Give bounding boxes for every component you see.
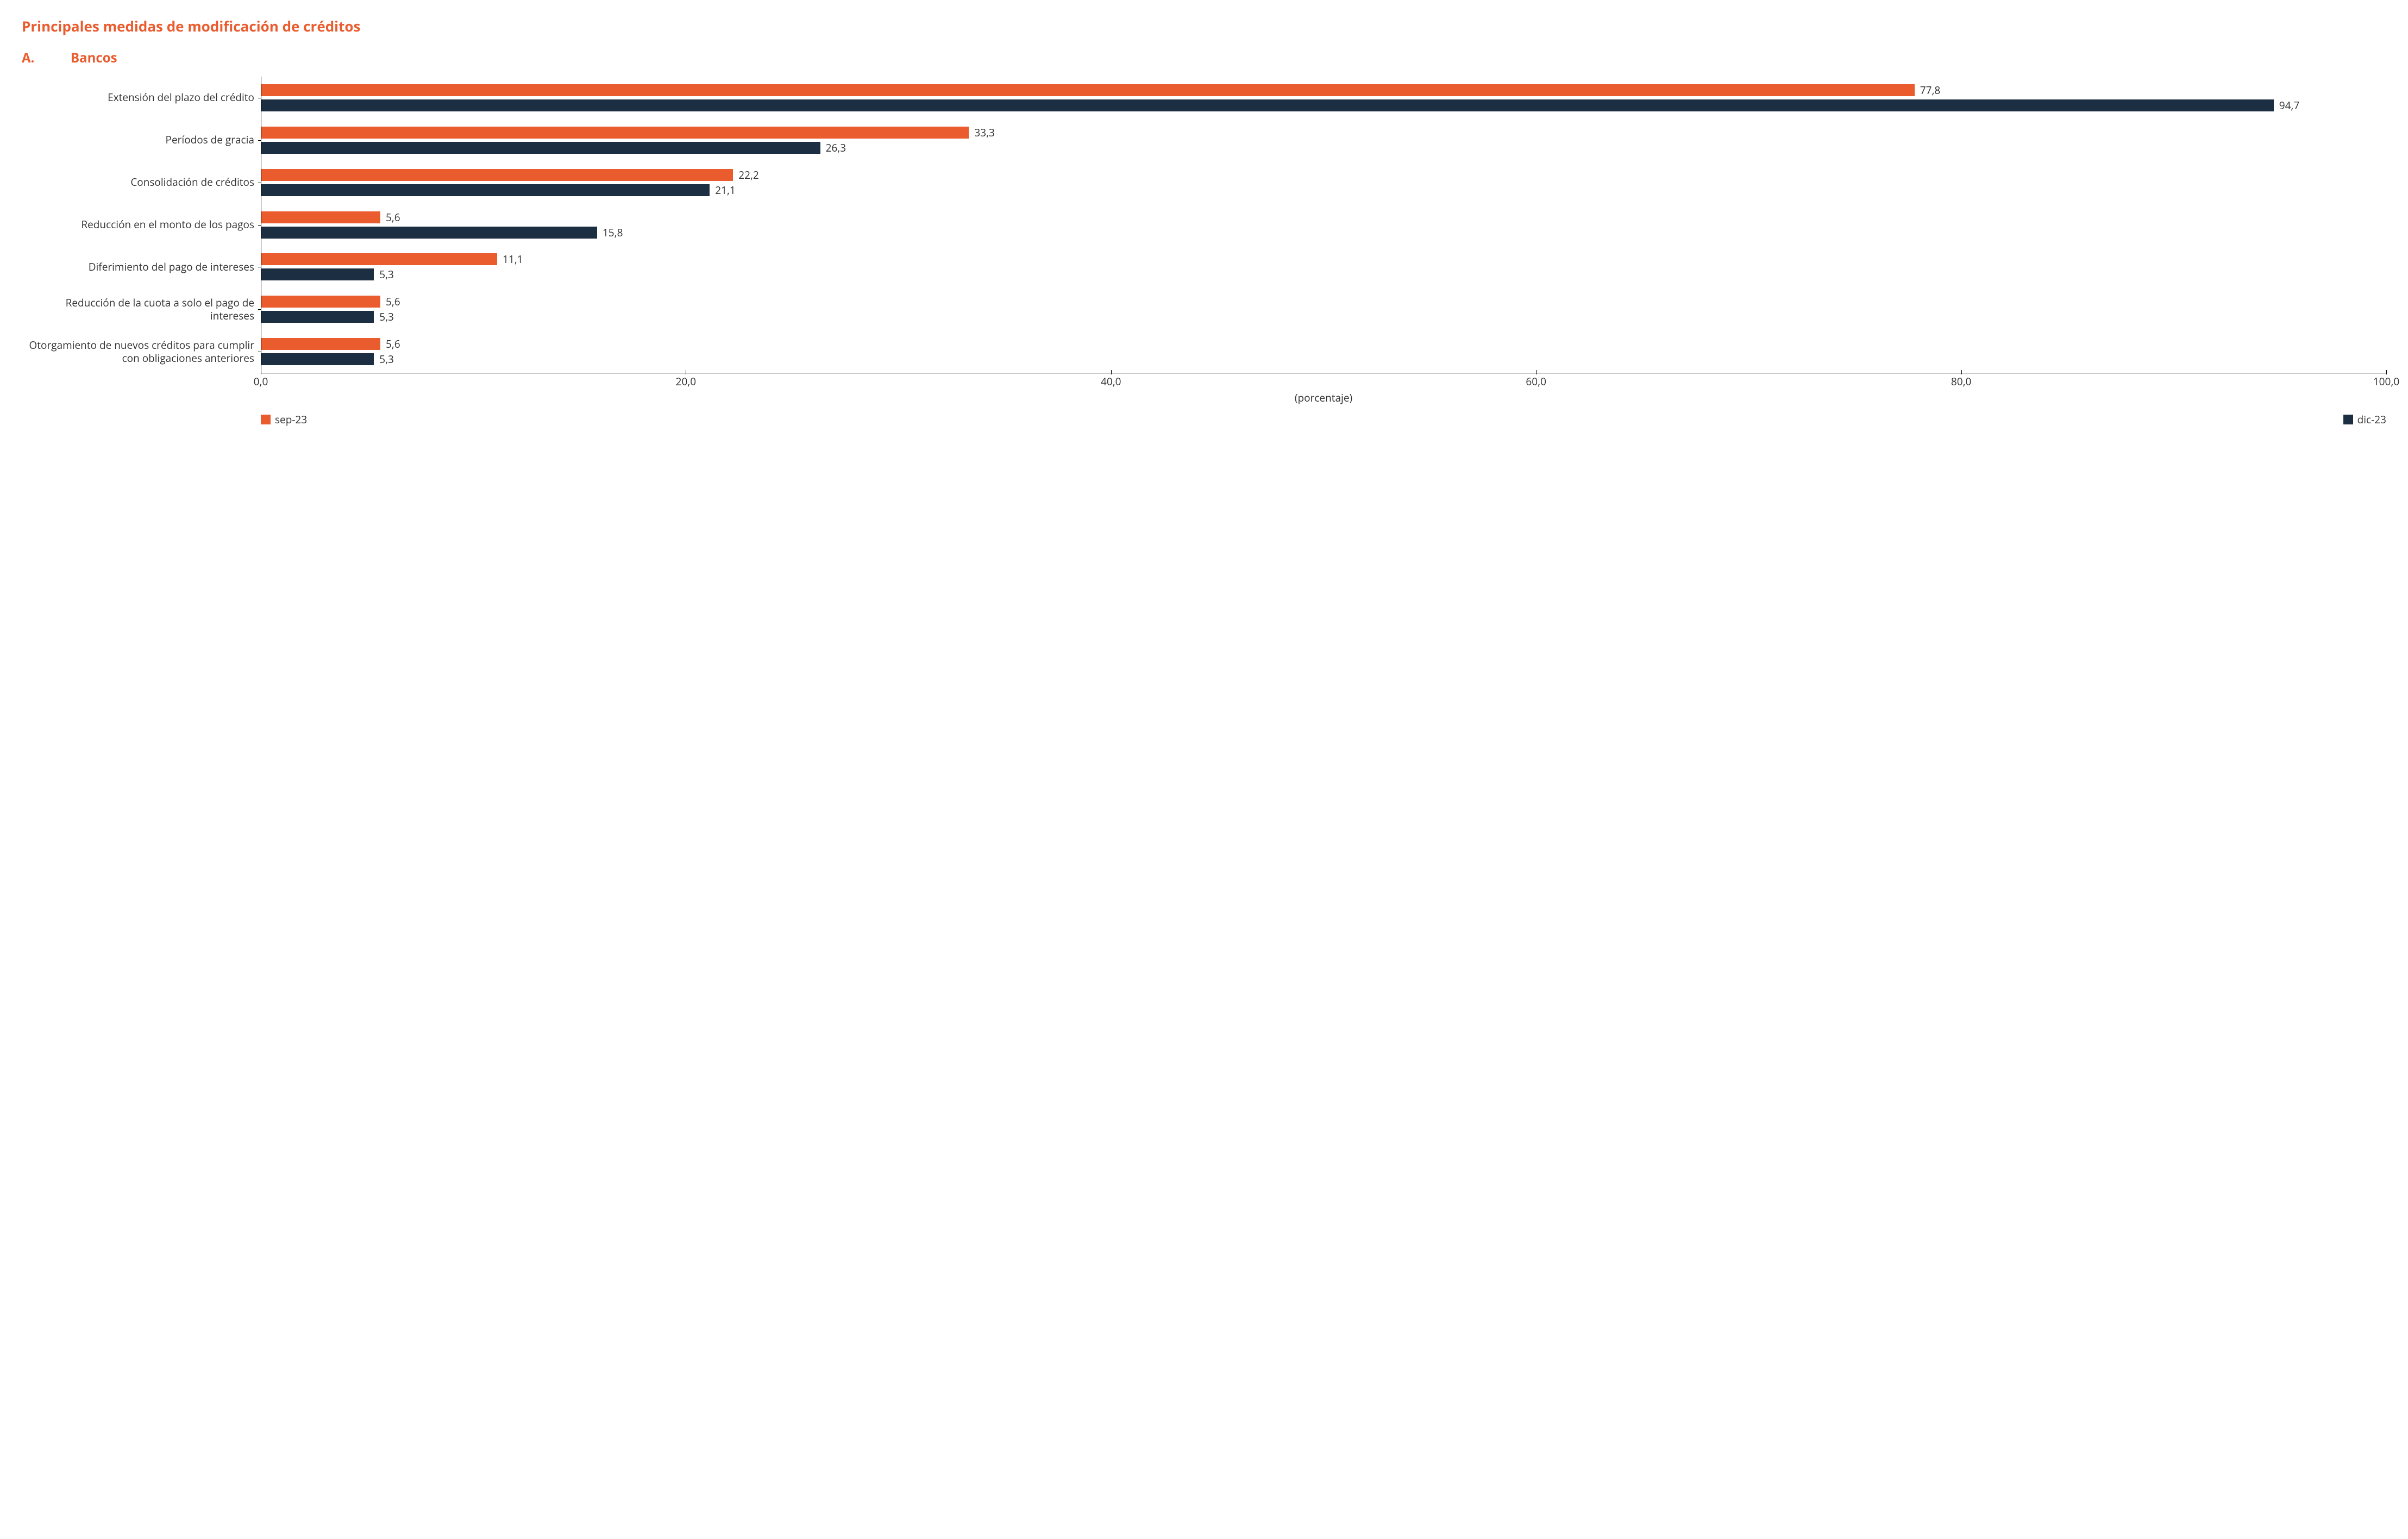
- bar-value-label: 5,6: [386, 337, 400, 351]
- x-tick-label: 100,0: [2373, 374, 2399, 389]
- bar-group: 22,2: [261, 168, 2386, 182]
- bar-group: 15,8: [261, 226, 2386, 240]
- y-axis-category-label: Consolidación de créditos: [22, 161, 261, 204]
- chart-row: 5,65,3: [261, 288, 2386, 330]
- bar-group: 5,6: [261, 295, 2386, 309]
- bar-value-label: 77,8: [1920, 83, 1941, 97]
- chart-row: 33,3 26,3: [261, 119, 2386, 161]
- chart-row: 77,8 94,7: [261, 77, 2386, 119]
- legend-item-sep23: sep-23: [261, 412, 307, 427]
- plot-area: 77,894,733,326,322,221,15,615,811,15,35,…: [261, 77, 2386, 373]
- bar-group: 5,3: [261, 352, 2386, 366]
- bar-value-label: 33,3: [974, 126, 995, 140]
- bar-value-label: 5,3: [379, 267, 394, 281]
- x-tick-label: 0,0: [254, 374, 268, 389]
- legend-label: dic-23: [2357, 412, 2386, 427]
- bar: [261, 353, 374, 365]
- legend-item-dic23: dic-23: [2343, 412, 2386, 427]
- x-tick-label: 20,0: [676, 374, 697, 389]
- bar-group: 5,6: [261, 210, 2386, 224]
- bar: [261, 211, 380, 223]
- bar: [261, 227, 597, 239]
- x-axis-ticks: 0,020,040,060,080,0100,0: [261, 374, 2386, 390]
- bar-value-label: 22,2: [738, 168, 759, 182]
- x-tick-label: 40,0: [1101, 374, 1121, 389]
- y-axis-category-label: Períodos de gracia: [22, 119, 261, 161]
- bar-group: 26,3: [261, 141, 2386, 155]
- y-axis-category-label: Otorgamiento de nuevos créditos para cum…: [22, 331, 261, 373]
- bar-value-label: 26,3: [826, 141, 846, 155]
- bar-group: 5,3: [261, 310, 2386, 324]
- bar-value-label: 5,6: [386, 210, 400, 224]
- legend: sep-23 dic-23: [261, 412, 2386, 427]
- bar: [261, 268, 374, 280]
- legend-swatch-icon: [261, 415, 271, 424]
- x-tick-label: 80,0: [1951, 374, 1972, 389]
- bar-value-label: 5,3: [379, 310, 394, 324]
- subtitle-text: Bancos: [71, 49, 117, 67]
- legend-label: sep-23: [275, 412, 307, 427]
- chart-row: 11,1 5,3: [261, 246, 2386, 288]
- legend-swatch-icon: [2343, 415, 2353, 424]
- bar: [261, 338, 380, 350]
- bar: [261, 296, 380, 308]
- bar: [261, 142, 820, 154]
- bar: [261, 99, 2274, 111]
- y-axis-category-label: Extensión del plazo del crédito: [22, 77, 261, 119]
- bar-group: 21,1: [261, 183, 2386, 197]
- subtitle-prefix: A.: [22, 49, 71, 67]
- x-axis-label: (porcentaje): [261, 391, 2386, 405]
- bar-group: 77,8: [261, 83, 2386, 97]
- bar: [261, 127, 969, 139]
- bar-group: 5,6: [261, 337, 2386, 351]
- bar-value-label: 11,1: [503, 252, 523, 266]
- bar-group: 94,7: [261, 98, 2386, 112]
- bar: [261, 184, 710, 196]
- bar-value-label: 21,1: [715, 183, 736, 197]
- bar-value-label: 15,8: [603, 226, 623, 240]
- section-subtitle: A.Bancos: [22, 49, 2386, 67]
- chart-row: 5,65,3: [261, 330, 2386, 373]
- chart-row: 5,6 15,8: [261, 204, 2386, 246]
- bar-group: 11,1: [261, 252, 2386, 266]
- plot: 77,894,733,326,322,221,15,615,811,15,35,…: [261, 77, 2386, 427]
- bar: [261, 311, 374, 323]
- x-tick-label: 60,0: [1526, 374, 1546, 389]
- bar-group: 5,3: [261, 267, 2386, 281]
- bar: [261, 169, 733, 181]
- y-axis-labels: Extensión del plazo del créditoPeríodos …: [22, 77, 261, 373]
- bar: [261, 253, 497, 265]
- chart-row: 22,221,1: [261, 161, 2386, 204]
- page-title: Principales medidas de modificación de c…: [22, 16, 2386, 36]
- bar-value-label: 94,7: [2279, 98, 2300, 112]
- y-axis-category-label: Diferimiento del pago de intereses: [22, 246, 261, 289]
- bar: [261, 84, 1915, 96]
- bar-value-label: 5,3: [379, 352, 394, 366]
- bar-value-label: 5,6: [386, 295, 400, 309]
- bar-chart: Extensión del plazo del créditoPeríodos …: [22, 77, 2386, 427]
- y-axis-category-label: Reducción en el monto de los pagos: [22, 204, 261, 246]
- y-axis-category-label: Reducción de la cuota a solo el pago de …: [22, 289, 261, 331]
- bar-group: 33,3: [261, 126, 2386, 140]
